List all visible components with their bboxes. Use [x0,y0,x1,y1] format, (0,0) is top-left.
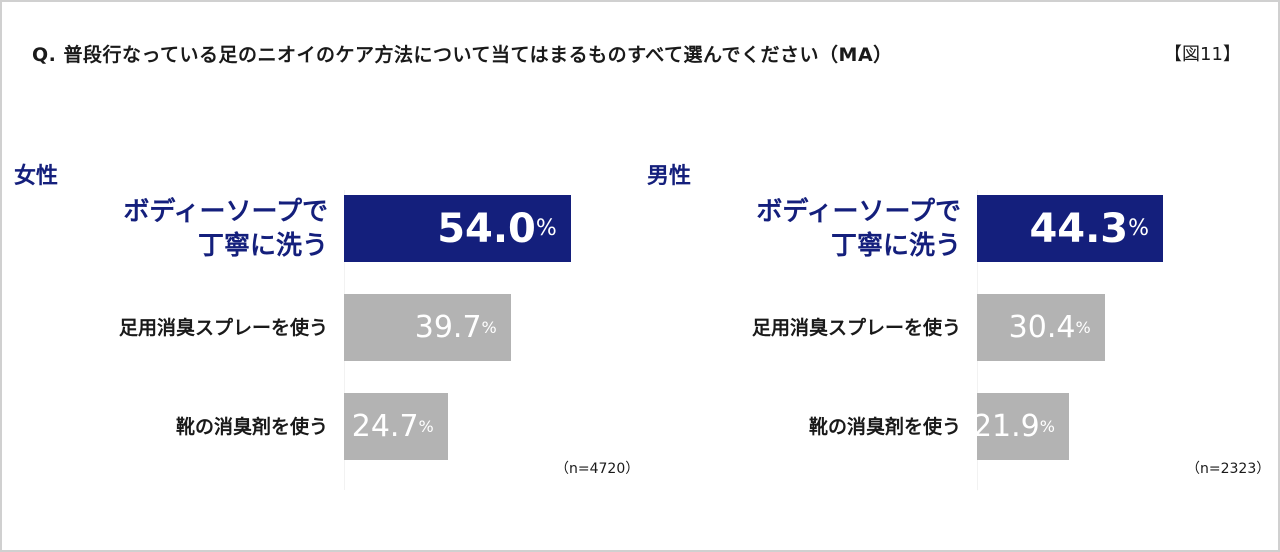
unit-label: % [1128,216,1150,241]
panel-male: 男性 ボディーソープで 丁寧に洗う 44.3% 足用消臭スプレーを使う 30.4% 靴の消… [633,150,1273,490]
unit-label: % [1039,417,1055,436]
category-label-box: 足用消臭スプレーを使う [28,294,328,361]
category-label: ボディーソープで 丁寧に洗う [756,196,961,261]
sample-size: （n=2323） [1186,461,1271,477]
category-label: 靴の消臭剤を使う [175,415,328,438]
bar: 30.4% [977,294,1105,361]
category-label-box: ボディーソープで 丁寧に洗う [661,195,961,262]
panel-female: 女性 ボディーソープで 丁寧に洗う 54.0% 足用消臭スプレーを使う 39.7% 靴の消… [0,150,640,490]
unit-label: % [481,318,497,337]
sample-size: （n=4720） [555,461,640,477]
unit-label: % [1075,318,1091,337]
category-label: 足用消臭スプレーを使う [751,316,961,339]
category-label: 足用消臭スプレーを使う [118,316,328,339]
figure-label: 【図11】 [1164,44,1241,65]
category-label: ボディーソープで 丁寧に洗う [123,196,328,261]
unit-label: % [535,216,557,241]
bar: 44.3% [977,195,1164,262]
bar: 39.7% [344,294,511,361]
group-title: 男性 [647,164,692,189]
data-label: 39.7 [414,310,482,345]
category-label-box: ボディーソープで 丁寧に洗う [28,195,328,262]
bar: 24.7% [344,393,448,460]
unit-label: % [418,417,434,436]
data-label: 30.4 [1008,310,1076,345]
category-label-box: 靴の消臭剤を使う [28,393,328,460]
bar: 21.9% [973,393,1069,460]
data-label: 44.3 [1029,205,1129,252]
bar: 54.0% [344,195,571,262]
category-label-box: 靴の消臭剤を使う [661,393,961,460]
data-label: 54.0 [437,205,536,252]
category-label: 靴の消臭剤を使う [808,415,961,438]
data-label: 24.7 [351,409,419,444]
category-label-box: 足用消臭スプレーを使う [661,294,961,361]
data-label: 21.9 [972,409,1040,444]
question-title: Q. 普段行なっている足のニオイのケア方法について当てはまるものすべて選んでくだ… [32,44,893,66]
group-title: 女性 [14,164,59,189]
